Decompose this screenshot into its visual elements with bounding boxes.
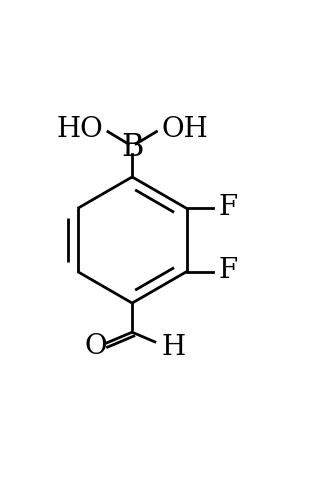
Text: F: F [218,194,238,221]
Text: OH: OH [161,116,208,143]
Text: HO: HO [56,116,103,143]
Text: H: H [161,334,185,361]
Text: B: B [121,132,143,163]
Text: O: O [84,333,107,360]
Text: F: F [218,257,238,284]
